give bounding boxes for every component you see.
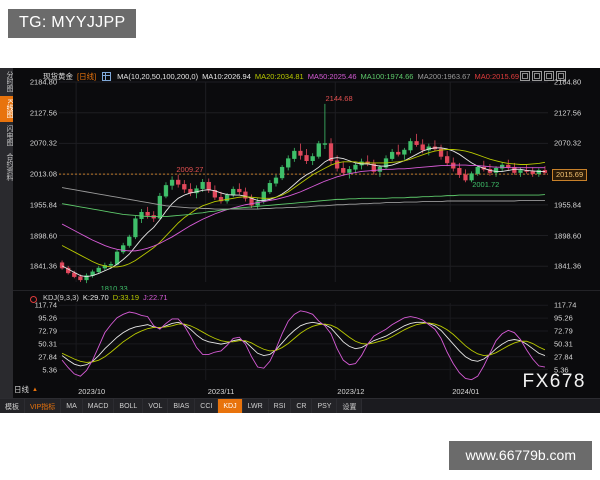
toolbar-button-模板[interactable]: 模板 bbox=[0, 399, 25, 413]
toolbar-button-ma[interactable]: MA bbox=[61, 399, 83, 413]
kdj-axis-right: 117.74 95.26 72.79 50.31 27.84 5.36 bbox=[548, 291, 600, 386]
toolbar-button-cr[interactable]: CR bbox=[291, 399, 313, 413]
kdj-j-value: J:22.71 bbox=[143, 293, 168, 302]
toolbar-button-boll[interactable]: BOLL bbox=[114, 399, 144, 413]
price-axis-tick: 2184.80 bbox=[29, 77, 57, 87]
maximize-icon[interactable] bbox=[544, 71, 554, 81]
timeframe-selector[interactable]: 日线 ▲ bbox=[14, 384, 38, 395]
swing-low-label: 1810.33 bbox=[100, 284, 128, 294]
ma0-value: MA0:2015.69 bbox=[474, 72, 520, 81]
date-axis-tick: 2024/01 bbox=[452, 387, 480, 396]
current-price-tag: 2015.69 bbox=[552, 168, 588, 181]
telegram-watermark-badge: TG: MYYJJPP bbox=[8, 9, 137, 38]
timeframe-arrow-icon: ▲ bbox=[32, 386, 38, 393]
kdj-d-value: D:33.19 bbox=[112, 293, 139, 302]
kdj-indicator-pane[interactable]: KDJ(9,3,3) K:29.70 D:33.19 J:22.71 117.7… bbox=[13, 290, 600, 386]
kdj-k-value: K:29.70 bbox=[82, 293, 109, 302]
grid-icon[interactable] bbox=[102, 72, 112, 81]
kdj-axis-tick: 5.36 bbox=[554, 365, 569, 375]
sidebar-item-timeshare[interactable]: 分时图 bbox=[6, 71, 13, 92]
price-axis-tick: 1955.84 bbox=[554, 200, 582, 210]
kdj-collapse-icon[interactable] bbox=[30, 296, 37, 303]
ma50-value: MA50:2025.46 bbox=[307, 72, 357, 81]
peak-high-label: 2144.68 bbox=[325, 93, 353, 103]
toolbar-button-psy[interactable]: PSY bbox=[312, 399, 338, 413]
trading-terminal-window: 分时图 K线图 闪电图 合约资料 现货黄金 [日线] MA(10,20,50,1… bbox=[0, 68, 600, 413]
price-axis-tick: 2070.32 bbox=[29, 138, 57, 148]
toolbar-button-vol[interactable]: VOL bbox=[143, 399, 169, 413]
toolbar-button-vip指标[interactable]: VIP指标 bbox=[25, 399, 62, 413]
toolbar-spacer bbox=[362, 399, 600, 413]
price-axis-tick: 2184.80 bbox=[554, 77, 582, 87]
kdj-axis-tick: 72.79 bbox=[38, 326, 57, 336]
indicator-toolbar[interactable]: 模板 VIP指标 MA MACD BOLL VOL BIAS CCI KDJ LWR RSI CR PS… bbox=[0, 398, 600, 413]
chart-legend: 现货黄金 [日线] MA(10,20,50,100,200,0) MA10:20… bbox=[43, 71, 519, 82]
toolbar-button-设置[interactable]: 设置 bbox=[337, 399, 363, 413]
close-icon[interactable] bbox=[556, 71, 566, 81]
price-axis-tick: 1841.36 bbox=[29, 261, 57, 271]
price-axis-tick: 1898.60 bbox=[29, 231, 57, 241]
fx678-watermark: FX678 bbox=[522, 371, 586, 392]
price-axis-tick: 1841.36 bbox=[554, 261, 582, 271]
kdj-axis-tick: 95.26 bbox=[38, 313, 57, 323]
price-chart-pane[interactable]: 现货黄金 [日线] MA(10,20,50,100,200,0) MA10:20… bbox=[13, 68, 600, 294]
ma-formula-label: MA(10,20,50,100,200,0) bbox=[117, 72, 199, 81]
kdj-chart bbox=[13, 291, 600, 386]
price-axis-tick: 2127.56 bbox=[554, 108, 582, 118]
toolbar-button-kdj[interactable]: KDJ bbox=[218, 399, 243, 413]
kdj-axis-tick: 95.26 bbox=[554, 313, 573, 323]
kdj-legend: KDJ(9,3,3) K:29.70 D:33.19 J:22.71 bbox=[43, 293, 168, 302]
price-axis-tick: 1955.84 bbox=[29, 200, 57, 210]
ma100-value: MA100:1974.66 bbox=[360, 72, 414, 81]
period-label: [日线] bbox=[77, 72, 97, 81]
kdj-axis-tick: 50.31 bbox=[554, 339, 573, 349]
left-sidebar: 分时图 K线图 闪电图 合约资料 bbox=[0, 68, 13, 413]
sidebar-item-kline[interactable]: K线图 bbox=[0, 96, 13, 122]
ma10-value: MA10:2026.94 bbox=[202, 72, 251, 81]
toolbar-button-bias[interactable]: BIAS bbox=[168, 399, 196, 413]
price-axis-tick: 1898.60 bbox=[554, 231, 582, 241]
minimize-icon[interactable] bbox=[532, 71, 542, 81]
candlestick-chart bbox=[13, 68, 600, 290]
kdj-axis-tick: 117.74 bbox=[34, 300, 57, 310]
kdj-name-label: KDJ(9,3,3) bbox=[43, 293, 79, 302]
kdj-axis-left: 117.74 95.26 72.79 50.31 27.84 5.36 bbox=[13, 291, 59, 386]
price-axis-left: 2184.80 2127.56 2070.32 2013.08 1955.84 1898.… bbox=[13, 68, 59, 290]
price-axis-tick: 2013.08 bbox=[29, 169, 57, 179]
restore-icon[interactable] bbox=[520, 71, 530, 81]
sidebar-item-contract-info[interactable]: 合约资料 bbox=[6, 152, 13, 181]
site-url-watermark: www.66779b.com bbox=[449, 441, 592, 470]
date-axis-tick: 2023/12 bbox=[337, 387, 365, 396]
price-axis-tick: 2070.32 bbox=[554, 138, 582, 148]
kdj-axis-tick: 27.84 bbox=[38, 352, 57, 362]
toolbar-button-lwr[interactable]: LWR bbox=[242, 399, 269, 413]
toolbar-button-rsi[interactable]: RSI bbox=[268, 399, 292, 413]
sidebar-item-lightning[interactable]: 闪电图 bbox=[6, 124, 13, 146]
timeframe-label: 日线 bbox=[14, 385, 29, 394]
window-controls[interactable] bbox=[520, 71, 566, 81]
date-axis-tick: 2023/11 bbox=[207, 387, 235, 396]
recent-low-label: 2001.72 bbox=[472, 179, 500, 189]
toolbar-button-macd[interactable]: MACD bbox=[82, 399, 115, 413]
kdj-axis-tick: 50.31 bbox=[38, 339, 57, 349]
kdj-axis-tick: 72.79 bbox=[554, 326, 573, 336]
symbol-label: 现货黄金 bbox=[43, 72, 73, 81]
kdj-axis-tick: 117.74 bbox=[554, 300, 577, 310]
price-axis-tick: 2127.56 bbox=[29, 108, 57, 118]
toolbar-button-cci[interactable]: CCI bbox=[195, 399, 219, 413]
ma200-value: MA200:1963.67 bbox=[417, 72, 471, 81]
swing-high-label: 2009.27 bbox=[176, 165, 204, 175]
kdj-axis-tick: 5.36 bbox=[42, 365, 57, 375]
date-axis: FX678 2023/10 2023/11 2023/12 2024/01 bbox=[13, 371, 600, 400]
ma20-value: MA20:2034.81 bbox=[254, 72, 304, 81]
date-axis-tick: 2023/10 bbox=[78, 387, 106, 396]
kdj-axis-tick: 27.84 bbox=[554, 352, 573, 362]
